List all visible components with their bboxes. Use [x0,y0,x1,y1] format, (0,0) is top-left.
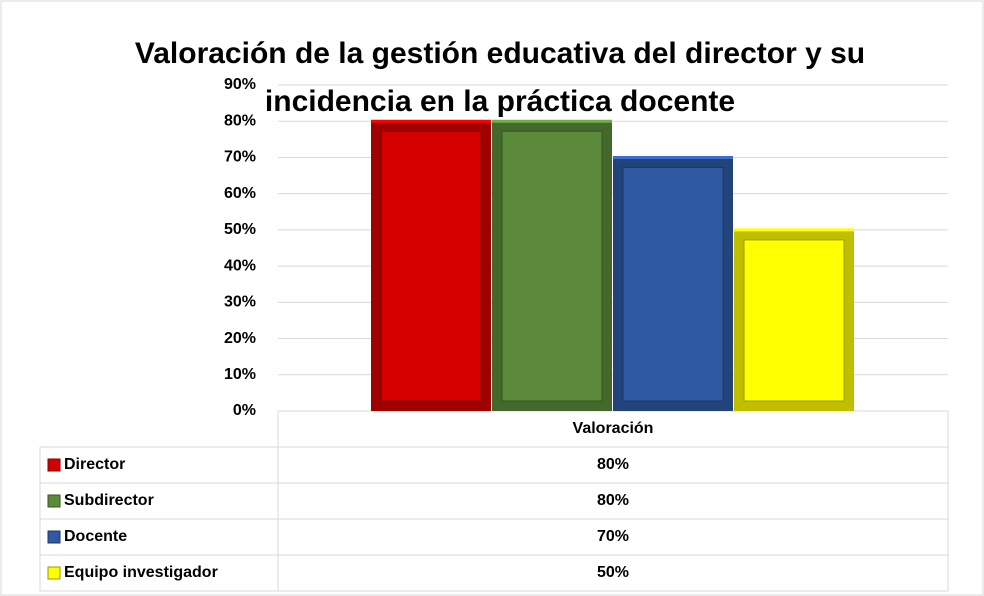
bar-face [380,130,482,402]
y-tick-label: 30% [224,294,256,311]
bar-face [501,130,603,402]
legend-label: Equipo investigador [64,564,218,581]
table-value: 80% [597,456,629,473]
y-tick-label: 80% [224,112,256,129]
y-tick-label: 50% [224,221,256,238]
table-value: 50% [597,564,629,581]
legend-key [47,458,61,472]
y-tick-label: 40% [224,257,256,274]
legend-label: Subdirector [64,492,154,509]
y-tick-label: 70% [224,149,256,166]
x-tick-label: Valoración [573,420,654,437]
legend-key [47,530,61,544]
bar-face [743,239,845,402]
bar-face [622,166,724,402]
y-tick-label: 10% [224,366,256,383]
y-tick-label: 90% [224,76,256,93]
y-tick-label: 60% [224,185,256,202]
legend-key [47,494,61,508]
y-tick-label: 0% [233,402,256,419]
legend-label: Docente [64,528,127,545]
chart-title: Valoración de la gestión educativa del d… [134,37,866,118]
legend-key [47,566,61,580]
legend-label: Director [64,456,125,473]
table-value: 70% [597,528,629,545]
y-tick-label: 20% [224,330,256,347]
table-value: 80% [597,492,629,509]
